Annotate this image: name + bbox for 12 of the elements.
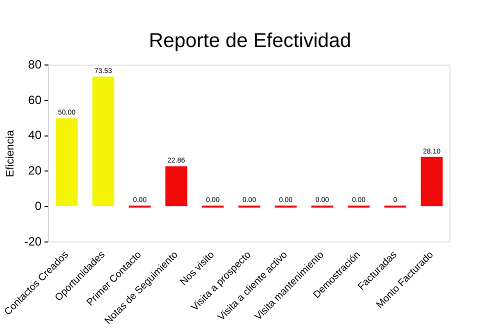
bar <box>92 76 114 206</box>
y-tick-label: -20 <box>24 234 42 248</box>
y-tick-label: 0 <box>34 198 42 213</box>
y-tick-label: 20 <box>28 164 42 178</box>
bar <box>165 166 188 206</box>
y-tick-label: 80 <box>28 58 42 72</box>
y-axis-title: Eficiencia <box>4 129 17 178</box>
bar <box>420 156 443 206</box>
y-tick-label: 40 <box>28 128 42 142</box>
y-tick-label: 60 <box>28 92 42 107</box>
chart-title: Reporte de Efectividad <box>148 30 352 53</box>
bar <box>56 118 78 206</box>
